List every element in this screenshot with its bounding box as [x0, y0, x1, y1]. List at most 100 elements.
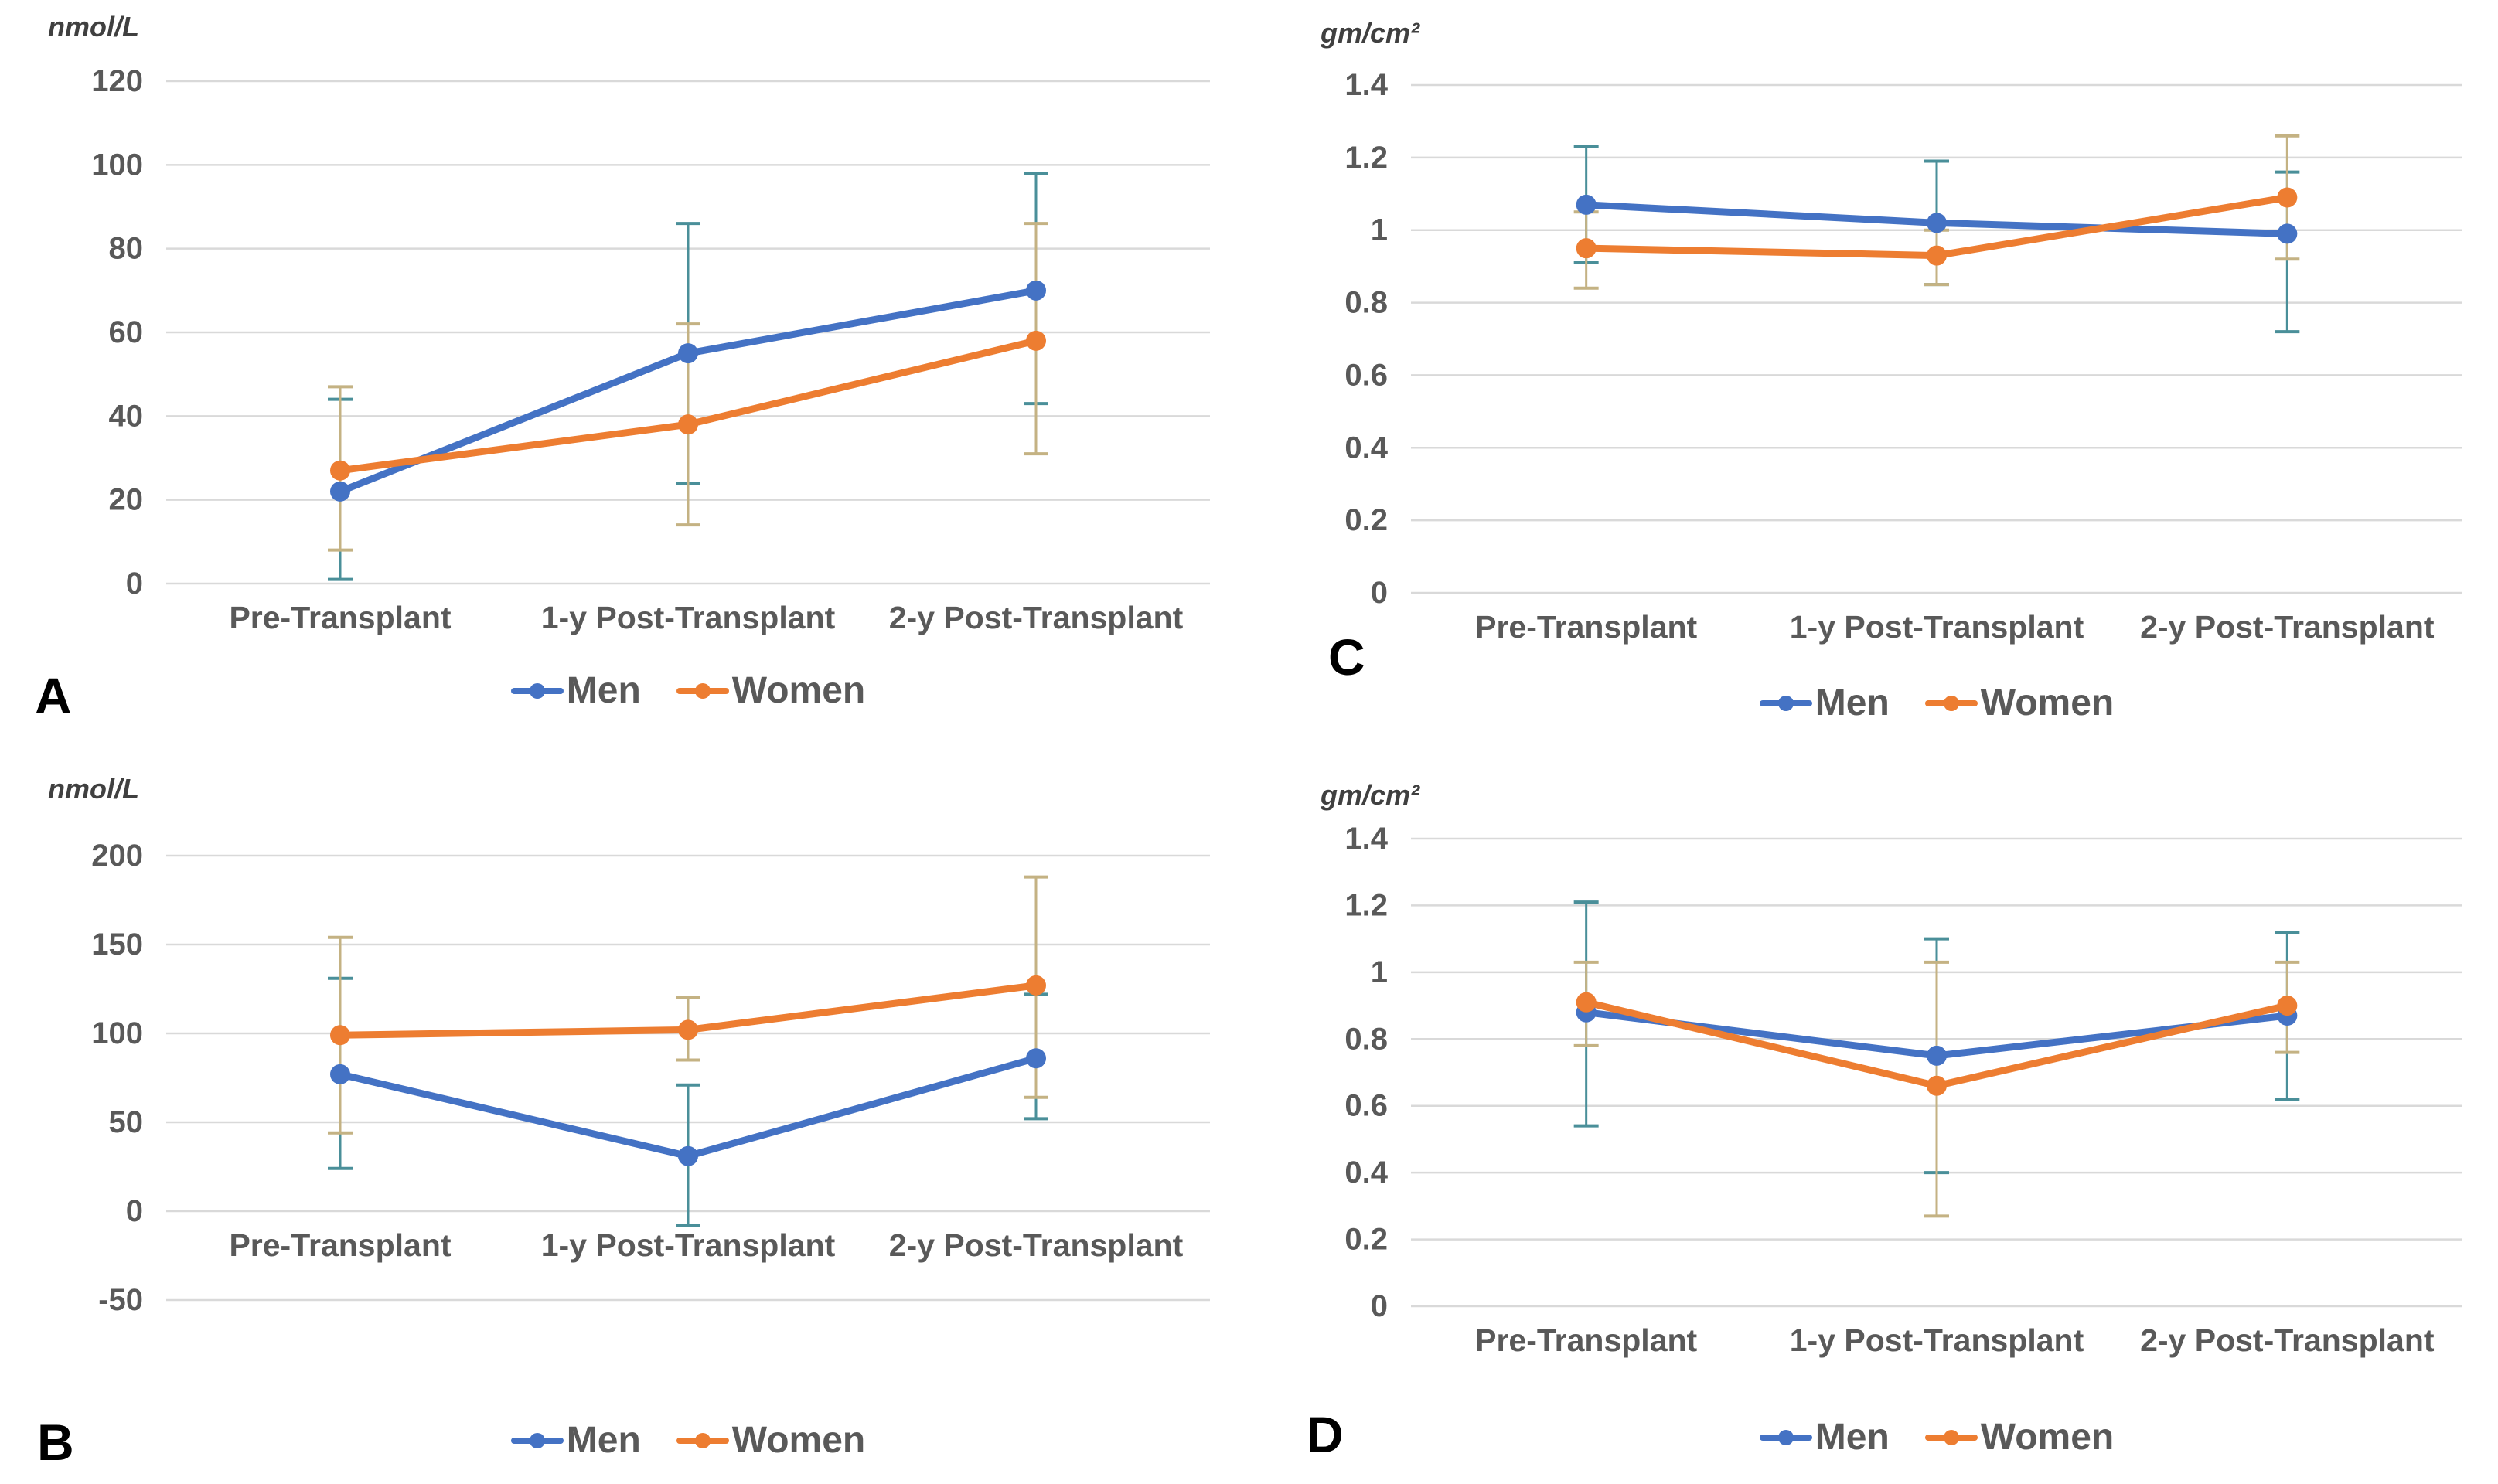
legend-item-women: Women — [676, 669, 865, 712]
y-tick-label: 0.2 — [1344, 1223, 1388, 1257]
y-tick-label: 150 — [91, 928, 143, 962]
y-tick-label: 60 — [109, 315, 144, 349]
women-line-marker-icon — [676, 1432, 729, 1448]
legend-label-women: Women — [1980, 682, 2115, 723]
data-point-men — [1026, 280, 1046, 301]
data-point-women — [330, 1025, 350, 1046]
data-point-women — [1576, 992, 1597, 1013]
y-tick-label: 50 — [109, 1105, 144, 1139]
y-tick-label: 0 — [1371, 1289, 1388, 1323]
men-line-marker-icon — [510, 1432, 564, 1448]
y-tick-label: 0.6 — [1344, 1089, 1388, 1123]
x-category-label: 2-y Post-Transplant — [889, 1227, 1184, 1263]
x-category-label: Pre-Transplant — [1475, 609, 1697, 645]
data-point-women — [330, 460, 350, 481]
data-point-women — [2277, 187, 2298, 208]
data-point-women — [1026, 975, 1046, 996]
data-point-men — [1927, 1045, 1947, 1066]
panel-letter: B — [37, 1414, 74, 1471]
data-point-women — [2277, 996, 2298, 1016]
y-tick-label: 0.8 — [1344, 286, 1388, 320]
y-tick-label: 20 — [109, 483, 144, 517]
x-category-label: 1-y Post-Transplant — [541, 600, 836, 635]
legend: Men Women — [1411, 1416, 2462, 1458]
legend-item-men: Men — [510, 1419, 641, 1462]
panel-letter: A — [35, 667, 72, 724]
y-tick-label: 0.4 — [1344, 1156, 1388, 1190]
legend: Men Women — [166, 669, 1210, 712]
data-point-women — [1576, 238, 1597, 259]
y-tick-label: 100 — [91, 148, 143, 182]
legend-label-women: Women — [731, 670, 866, 711]
data-point-women — [678, 414, 698, 435]
y-tick-label: 1.4 — [1344, 822, 1388, 856]
data-point-men — [1576, 194, 1597, 215]
panel-chart-c: 1.4 1.2 1 0.8 0.6 0.4 0.2 0 Pre-Transplant 1-y Po… — [1260, 0, 2497, 742]
x-category-label: 2-y Post-Transplant — [2140, 609, 2435, 645]
legend-item-women: Women — [1924, 1416, 2115, 1458]
y-tick-label: 0 — [1371, 576, 1388, 610]
chart-b-plot: 200 150 100 50 0 -50 Pre-Transplant 1-y Post-Tr… — [91, 839, 1210, 1317]
y-axis-unit-label: nmol/L — [48, 773, 139, 805]
chart-c-plot: 1.4 1.2 1 0.8 0.6 0.4 0.2 0 Pre-Transplant 1-y Po… — [1344, 68, 2462, 645]
legend-label-women: Women — [731, 1420, 866, 1461]
y-tick-label: 1 — [1371, 213, 1388, 247]
x-category-label: Pre-Transplant — [1475, 1322, 1697, 1358]
legend-item-women: Women — [1924, 682, 2115, 724]
x-category-label: Pre-Transplant — [229, 600, 451, 635]
x-category-label: Pre-Transplant — [229, 1227, 451, 1263]
legend-label-men: Men — [1815, 1417, 1890, 1458]
men-line-marker-icon — [1759, 695, 1812, 711]
legend: Men Women — [1411, 682, 2462, 724]
panel-chart-b: 200 150 100 50 0 -50 Pre-Transplant 1-y Post-Tr… — [0, 742, 1237, 1484]
y-axis-unit-label: gm/cm² — [1321, 779, 1420, 811]
legend-label-women: Women — [1980, 1417, 2115, 1458]
legend-label-men: Men — [566, 1420, 641, 1461]
women-line-marker-icon — [1924, 1429, 1978, 1445]
legend: Men Women — [166, 1419, 1210, 1462]
y-tick-label: 0.4 — [1344, 431, 1388, 465]
y-tick-label: 0.2 — [1344, 503, 1388, 537]
chart-a-plot: 120 100 80 60 40 20 0 Pre-Transplant 1-y Post-Tr… — [91, 64, 1210, 635]
y-tick-label: -50 — [98, 1283, 143, 1317]
panel-chart-d: 1.4 1.2 1 0.8 0.6 0.4 0.2 0 Pre-Transplant 1-y Po… — [1260, 742, 2497, 1484]
legend-label-men: Men — [566, 670, 641, 711]
y-tick-label: 0 — [126, 1194, 143, 1228]
chart-d-plot: 1.4 1.2 1 0.8 0.6 0.4 0.2 0 Pre-Transplant 1-y Po… — [1344, 822, 2462, 1358]
women-line-marker-icon — [1924, 695, 1978, 711]
legend-item-men: Men — [510, 669, 641, 712]
y-tick-label: 120 — [91, 64, 143, 98]
women-line-marker-icon — [676, 682, 729, 699]
panel-chart-a: 120 100 80 60 40 20 0 Pre-Transplant 1-y Post-Tr… — [0, 0, 1237, 742]
y-tick-label: 200 — [91, 839, 143, 873]
x-category-label: 1-y Post-Transplant — [1790, 609, 2084, 645]
y-tick-label: 1.2 — [1344, 141, 1388, 175]
y-tick-label: 1 — [1371, 955, 1388, 989]
panel-letter: C — [1328, 628, 1365, 686]
y-tick-label: 0.8 — [1344, 1022, 1388, 1056]
data-point-men — [678, 343, 698, 364]
y-tick-label: 1.4 — [1344, 68, 1388, 102]
legend-item-women: Women — [676, 1419, 865, 1462]
x-category-label: 1-y Post-Transplant — [541, 1227, 836, 1263]
data-point-women — [1927, 245, 1947, 266]
y-axis-unit-label: gm/cm² — [1321, 17, 1420, 49]
y-tick-label: 100 — [91, 1016, 143, 1050]
legend-item-men: Men — [1759, 682, 1890, 724]
x-category-label: 2-y Post-Transplant — [2140, 1322, 2435, 1358]
data-point-men — [2277, 223, 2298, 244]
data-point-women — [1927, 1075, 1947, 1096]
y-tick-label: 80 — [109, 232, 144, 266]
men-line-marker-icon — [1759, 1429, 1812, 1445]
y-tick-label: 40 — [109, 399, 144, 433]
y-axis-unit-label: nmol/L — [48, 11, 139, 43]
data-point-men — [1927, 213, 1947, 233]
data-point-men — [678, 1145, 698, 1166]
data-point-men — [330, 481, 350, 502]
legend-item-men: Men — [1759, 1416, 1890, 1458]
x-category-label: 2-y Post-Transplant — [889, 600, 1184, 635]
legend-label-men: Men — [1815, 682, 1890, 723]
data-point-women — [678, 1019, 698, 1040]
panel-letter: D — [1307, 1406, 1344, 1463]
x-category-label: 1-y Post-Transplant — [1790, 1322, 2084, 1358]
